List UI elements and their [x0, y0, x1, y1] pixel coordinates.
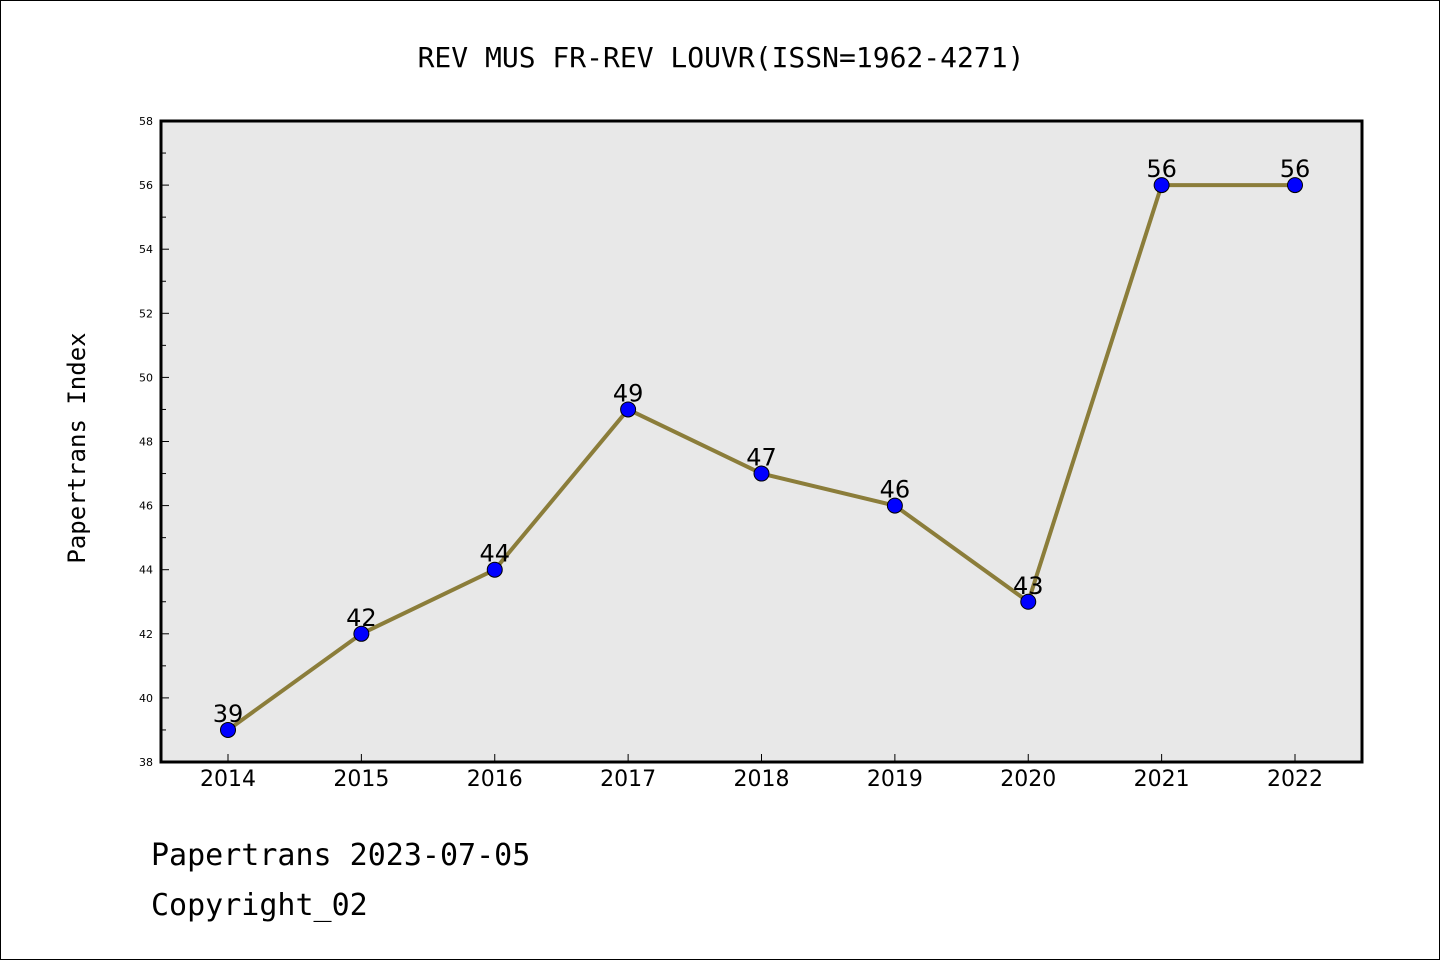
- x-tick-label: 2015: [333, 767, 389, 792]
- x-tick-label: 2014: [200, 767, 256, 792]
- data-point: [753, 465, 770, 482]
- y-tick-label: 40: [139, 692, 153, 705]
- series-layer: 39 42 44 49 47 46 43 56 56: [213, 155, 1311, 738]
- x-tick-label: 2020: [1000, 767, 1056, 792]
- data-label: 56: [1280, 155, 1311, 183]
- data-label: 56: [1146, 155, 1177, 183]
- plot-area: [159, 119, 1364, 764]
- data-label: 47: [746, 444, 777, 472]
- x-axis: 2014 2015 2016 2017 2018 2019 2020 2021 2022: [200, 754, 1323, 792]
- y-tick-label: 38: [139, 756, 153, 769]
- data-point: [486, 561, 503, 578]
- y-tick-label: 44: [139, 564, 153, 577]
- data-label: 39: [213, 700, 244, 728]
- x-tick-label: 2021: [1134, 767, 1190, 792]
- data-point: [1020, 593, 1037, 610]
- y-axis-label: Papertrans Index: [63, 332, 91, 563]
- data-label: 46: [880, 476, 911, 504]
- y-tick-label: 50: [139, 371, 153, 384]
- x-tick-label: 2018: [734, 767, 790, 792]
- data-label: 49: [613, 379, 644, 407]
- x-tick-label: 2019: [867, 767, 923, 792]
- data-label: 44: [479, 540, 510, 568]
- x-tick-label: 2022: [1267, 767, 1323, 792]
- y-axis: 38 40 42 44 46 48 50 52 54 56 58: [139, 115, 169, 769]
- y-tick-label: 48: [139, 436, 153, 449]
- y-tick-label: 52: [139, 307, 153, 320]
- data-point: [220, 721, 236, 738]
- x-tick-label: 2017: [600, 767, 656, 792]
- footer-copyright: Copyright_02: [151, 888, 368, 923]
- y-tick-label: 56: [139, 179, 153, 192]
- y-tick-label: 42: [139, 628, 153, 641]
- chart-title: REV MUS FR-REV LOUVR(ISSN=1962-4271): [418, 41, 1025, 74]
- data-point: [886, 497, 903, 514]
- data-point: [353, 625, 370, 642]
- y-tick-label: 58: [139, 115, 153, 128]
- data-point: [620, 401, 637, 418]
- y-tick-label: 46: [139, 500, 153, 513]
- x-tick-label: 2016: [467, 767, 523, 792]
- data-label: 43: [1013, 572, 1044, 600]
- data-label: 42: [346, 604, 377, 632]
- y-tick-label: 54: [139, 243, 153, 256]
- footer-date: Papertrans 2023-07-05: [151, 838, 530, 873]
- data-point: [1153, 177, 1170, 194]
- data-point: [1287, 177, 1303, 194]
